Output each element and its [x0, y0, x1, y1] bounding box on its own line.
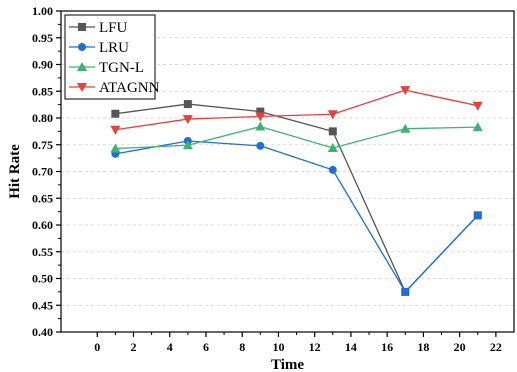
legend-marker-atagnn — [77, 83, 87, 92]
legend-label-lfu: LFU — [99, 20, 128, 36]
series-line-atagnn — [115, 89, 478, 131]
x-tick-label: 8 — [239, 340, 245, 354]
data-point-atagnn — [327, 110, 338, 120]
legend-marker-lfu — [78, 23, 86, 31]
data-point-lru — [328, 165, 337, 174]
x-tick-label: 20 — [454, 340, 466, 354]
y-tick-label: 0.65 — [32, 191, 53, 205]
x-tick-label: 10 — [272, 340, 284, 354]
data-point-atagnn — [472, 101, 483, 111]
data-point-lfu — [328, 127, 337, 136]
legend-label-lru: LRU — [99, 40, 129, 56]
x-tick-label: 2 — [130, 340, 136, 354]
series-lru — [111, 137, 482, 296]
y-tick-label: 0.45 — [32, 298, 53, 312]
y-tick-label: 1.00 — [32, 4, 53, 18]
y-axis-title: Hit Rate — [7, 144, 23, 199]
x-tick-label: 14 — [345, 340, 357, 354]
data-point-tgn-l — [182, 140, 193, 150]
y-tick-label: 0.85 — [32, 84, 53, 98]
x-tick-label: 6 — [203, 340, 209, 354]
data-point-lfu — [183, 100, 192, 109]
series-tgn-l — [110, 121, 483, 153]
y-tick-label: 0.90 — [32, 58, 53, 72]
legend-marker-tgn-l — [77, 62, 87, 71]
y-tick-label: 0.80 — [32, 111, 53, 125]
data-point-atagnn — [182, 115, 193, 125]
x-tick-label: 22 — [490, 340, 502, 354]
y-tick-label: 0.70 — [32, 165, 53, 179]
data-point-lru — [473, 211, 482, 220]
x-tick-label: 18 — [417, 340, 429, 354]
data-point-atagnn — [400, 86, 411, 96]
series-line-tgn-l — [115, 125, 478, 150]
data-point-tgn-l — [255, 121, 266, 131]
x-tick-label: 0 — [94, 340, 100, 354]
y-tick-label: 0.75 — [32, 138, 53, 152]
series-layer — [110, 86, 483, 296]
y-tick-label: 0.40 — [32, 325, 53, 339]
data-point-tgn-l — [327, 142, 338, 152]
y-tick-label: 0.50 — [32, 272, 53, 286]
data-point-atagnn — [255, 112, 266, 122]
data-point-lru — [256, 141, 265, 150]
x-tick-label: 12 — [309, 340, 321, 354]
x-tick-label: 4 — [167, 340, 173, 354]
series-line-lru — [115, 140, 479, 293]
axes: 0.40 0.45 0.50 0.55 0.60 0.65 0.70 0.75 0.80 0.85… — [32, 4, 515, 354]
legend: LFU LRU TGN-L ATAGNN — [64, 14, 160, 100]
data-point-tgn-l — [472, 122, 483, 132]
data-point-atagnn — [110, 125, 121, 135]
legend-label-tgn-l: TGN-L — [99, 60, 144, 76]
legend-marker-lru — [78, 43, 86, 51]
x-tick-label: 16 — [381, 340, 393, 354]
y-tick-label: 0.55 — [32, 245, 53, 259]
series-atagnn — [110, 86, 483, 135]
x-axis-title: Time — [271, 357, 304, 372]
y-tick-label: 0.95 — [32, 31, 53, 45]
data-point-lfu — [256, 107, 265, 116]
data-point-lfu — [111, 109, 120, 118]
data-point-lru — [401, 287, 410, 296]
y-tick-label: 0.60 — [32, 218, 53, 232]
legend-label-atagnn: ATAGNN — [99, 80, 160, 96]
data-point-tgn-l — [400, 123, 411, 133]
data-point-tgn-l — [110, 143, 121, 153]
